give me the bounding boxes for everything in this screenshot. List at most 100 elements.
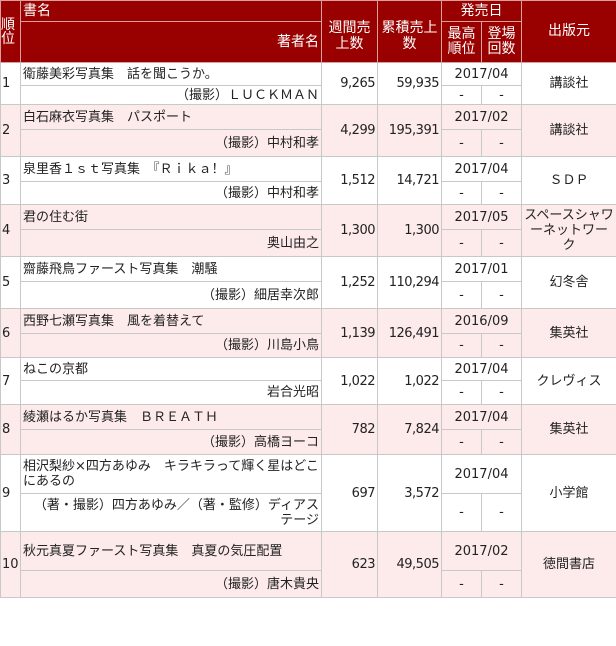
best-rank: -: [441, 85, 482, 105]
rank-cell: 3: [0, 156, 21, 205]
weekly-sales: 1,139: [321, 308, 378, 358]
table-row-sub: （撮影）中村和孝 - -: [1, 181, 616, 205]
cumulative-sales: 7,824: [377, 404, 442, 455]
rank-cell: 7: [0, 357, 21, 405]
publisher: ＳＤＰ: [521, 156, 616, 205]
book-title[interactable]: 齋藤飛鳥ファースト写真集 潮騒: [20, 256, 322, 282]
appearance-count: -: [481, 333, 522, 358]
appearance-count: -: [481, 229, 522, 257]
appearance-count: -: [481, 380, 522, 405]
release-date: 2017/02: [441, 531, 522, 571]
table-row-sub: （撮影）高橋ヨーコ - -: [1, 429, 616, 455]
author-name: （撮影）細居幸次郎: [20, 281, 322, 309]
table-row: 4 君の住む街 1,300 1,300 2017/05 スペースシャワーネットワーク: [0, 204, 616, 257]
release-date: 2017/01: [441, 256, 522, 282]
author-name: （撮影）中村和孝: [20, 181, 322, 205]
weekly-sales: 782: [321, 404, 378, 455]
book-title[interactable]: 綾瀬はるか写真集 ＢＲＥＡＴＨ: [20, 404, 322, 430]
table-row-sub: （撮影）細居幸次郎 - -: [1, 281, 616, 309]
book-title[interactable]: 君の住む街: [20, 204, 322, 230]
table-row-sub: 奥山由之 - -: [1, 229, 616, 257]
weekly-sales: 1,512: [321, 156, 378, 205]
author-name: （撮影）ＬＵＣＫＭＡＮ: [20, 85, 322, 105]
author-name: （撮影）川島小鳥: [20, 333, 322, 358]
cumulative-sales: 59,935: [377, 62, 442, 105]
publisher: クレヴィス: [521, 357, 616, 405]
rank-cell: 5: [0, 256, 21, 309]
appearance-count: -: [481, 429, 522, 455]
release-date: 2017/04: [441, 454, 522, 494]
book-title[interactable]: 西野七瀬写真集 風を着替えて: [20, 308, 322, 334]
appearance-count: -: [481, 85, 522, 105]
publisher: 講談社: [521, 104, 616, 157]
author-name: （撮影）唐木貴央: [20, 570, 322, 598]
header-rank: 順位: [0, 0, 21, 63]
table-row: 5 齋藤飛鳥ファースト写真集 潮騒 1,252 110,294 2017/01 幻冬舎: [0, 256, 616, 309]
rank-cell: 6: [0, 308, 21, 358]
book-title[interactable]: 衛藤美彩写真集 話を聞こうか。: [20, 62, 322, 86]
table-row: 8 綾瀬はるか写真集 ＢＲＥＡＴＨ 782 7,824 2017/04 集英社: [0, 404, 616, 455]
best-rank: -: [441, 493, 482, 532]
cumulative-sales: 49,505: [377, 531, 442, 598]
header-weekly: 週間売上数: [321, 0, 378, 63]
best-rank: -: [441, 429, 482, 455]
appearance-count: -: [481, 281, 522, 309]
rank-cell: 4: [0, 204, 21, 257]
publisher: 講談社: [521, 62, 616, 105]
weekly-sales: 1,252: [321, 256, 378, 309]
best-rank: -: [441, 281, 482, 309]
best-rank: -: [441, 229, 482, 257]
rank-cell: 10: [0, 531, 21, 598]
appearance-count: -: [481, 181, 522, 205]
cumulative-sales: 14,721: [377, 156, 442, 205]
header-best-rank: 最高順位: [441, 21, 482, 63]
book-title[interactable]: ねこの京都: [20, 357, 322, 381]
table-row: 3 泉里香１ｓｔ写真集 『Ｒｉｋａ！』 1,512 14,721 2017/04 ＳＤＰ: [0, 156, 616, 205]
publisher: 幻冬舎: [521, 256, 616, 309]
appearance-count: -: [481, 129, 522, 157]
table-row-sub: （撮影）中村和孝 - -: [1, 129, 616, 157]
cumulative-sales: 110,294: [377, 256, 442, 309]
table-row: 6 西野七瀬写真集 風を着替えて 1,139 126,491 2016/09 集英社: [0, 308, 616, 358]
weekly-sales: 4,299: [321, 104, 378, 157]
publisher: 集英社: [521, 308, 616, 358]
rank-cell: 2: [0, 104, 21, 157]
header-title: 書名: [20, 0, 322, 22]
author-name: （著・撮影）四方あゆみ／（著・監修）ディアステージ: [20, 493, 322, 532]
author-name: （撮影）高橋ヨーコ: [20, 429, 322, 455]
best-rank: -: [441, 570, 482, 598]
book-title[interactable]: 泉里香１ｓｔ写真集 『Ｒｉｋａ！』: [20, 156, 322, 182]
book-title[interactable]: 秋元真夏ファースト写真集 真夏の気圧配置: [20, 531, 322, 571]
weekly-sales: 1,022: [321, 357, 378, 405]
header-appearances: 登場回数: [481, 21, 522, 63]
release-date: 2017/04: [441, 404, 522, 430]
release-date: 2017/02: [441, 104, 522, 130]
cumulative-sales: 3,572: [377, 454, 442, 532]
book-title[interactable]: 相沢梨紗×四方あゆみ キラキラって輝く星はどこにあるの: [20, 454, 322, 494]
weekly-sales: 1,300: [321, 204, 378, 257]
table-row-sub: （撮影）唐木貴央 - -: [1, 570, 616, 598]
book-title[interactable]: 白石麻衣写真集 パスポート: [20, 104, 322, 130]
author-name: （撮影）中村和孝: [20, 129, 322, 157]
header-publisher: 出版元: [521, 0, 616, 63]
publisher: スペースシャワーネットワーク: [521, 204, 616, 257]
publisher: 集英社: [521, 404, 616, 455]
rank-cell: 9: [0, 454, 21, 532]
author-name: 岩合光昭: [20, 380, 322, 405]
table-row: 9 相沢梨紗×四方あゆみ キラキラって輝く星はどこにあるの 697 3,572 2017…: [0, 454, 616, 532]
header-author: 著者名: [20, 21, 322, 63]
best-rank: -: [441, 129, 482, 157]
header-release: 発売日: [441, 0, 522, 22]
table-row-sub: （撮影）ＬＵＣＫＭＡＮ - -: [1, 85, 616, 105]
release-date: 2017/05: [441, 204, 522, 230]
ranking-table: 順位 書名 週間売上数 累積売上数 発売日 出版元 著者名 最高順位 登場回数 …: [0, 0, 616, 598]
release-date: 2016/09: [441, 308, 522, 334]
appearance-count: -: [481, 570, 522, 598]
best-rank: -: [441, 333, 482, 358]
author-name: 奥山由之: [20, 229, 322, 257]
table-row: 7 ねこの京都 1,022 1,022 2017/04 クレヴィス: [0, 357, 616, 405]
release-date: 2017/04: [441, 357, 522, 381]
header-cumulative: 累積売上数: [377, 0, 442, 63]
release-date: 2017/04: [441, 156, 522, 182]
table-row: 10 秋元真夏ファースト写真集 真夏の気圧配置 623 49,505 2017/02 徳間…: [0, 531, 616, 598]
